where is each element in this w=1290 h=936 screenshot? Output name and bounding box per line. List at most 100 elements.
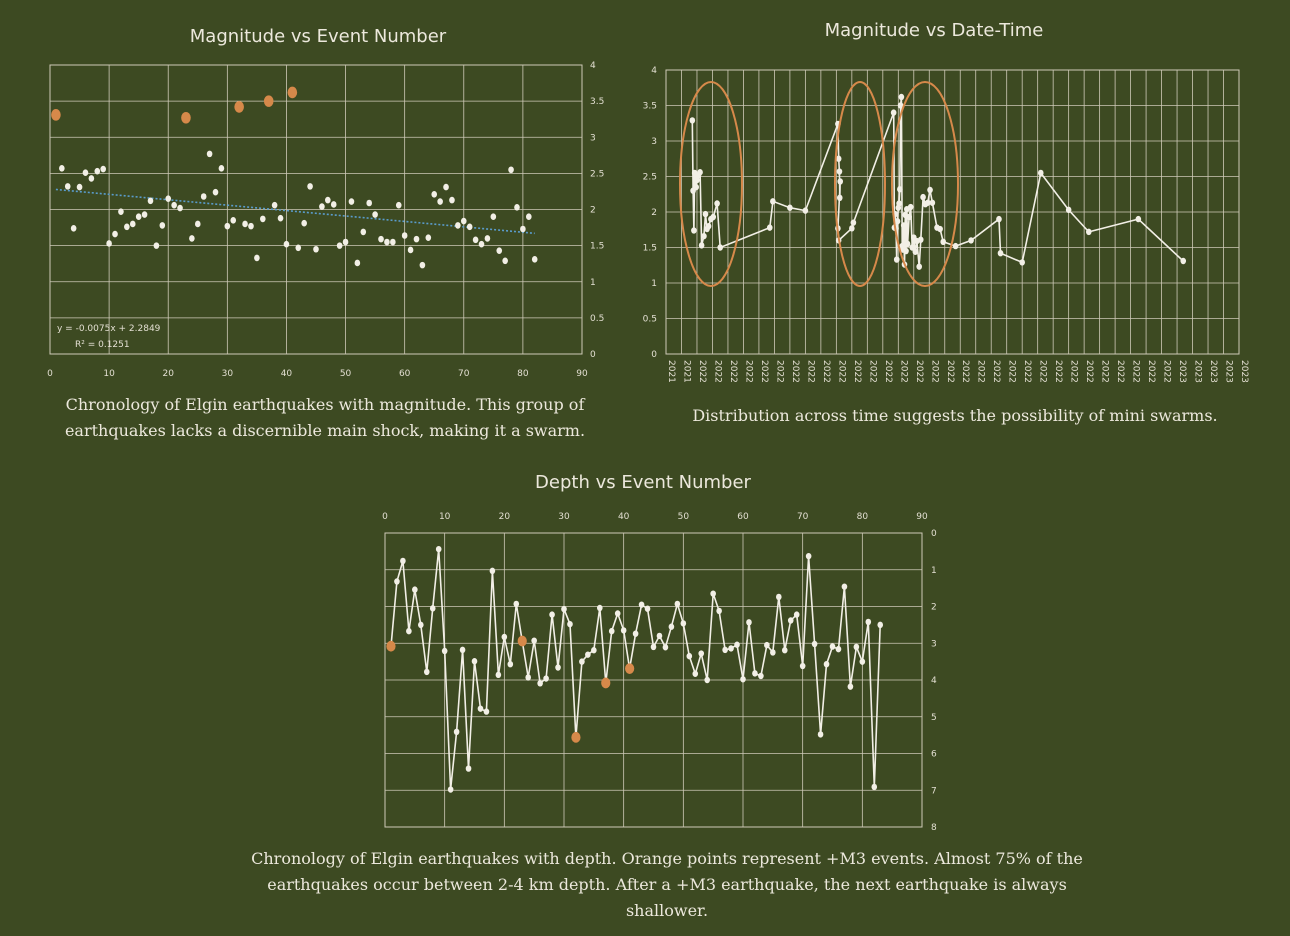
chart1-point [242,220,248,228]
chart3-point [668,623,675,630]
chart1-point [88,175,95,182]
chart1-y-tick: 1.5 [590,242,604,252]
chart3-point [531,637,537,644]
chart1-point [449,196,455,204]
chart1-x-tick: 80 [517,369,529,379]
chart2-point [702,210,709,218]
chart2-x-tick: 2023 [1239,360,1249,383]
chart2-x-tick: 2023 [1177,360,1187,383]
chart2-point [1180,257,1187,265]
chart3-point [561,605,567,613]
chart3-point [465,765,472,772]
chart1-point [437,198,443,205]
chart3-point [525,674,531,681]
chart2-x-tick: 2022 [914,360,924,383]
chart3-point [620,627,627,634]
chart2-point [937,225,943,233]
chart3-point [543,675,549,682]
chart1-point [484,235,491,242]
chart3-point [495,671,502,679]
chart2-y-tick: 0 [651,350,657,360]
chart2-x-tick: 2022 [991,360,1001,383]
chart3-y-tick: 2 [931,603,937,613]
chart1-point [76,183,83,191]
chart2-x-tick: 2022 [1084,360,1094,383]
chart2-x-tick: 2022 [743,360,753,383]
chart3-y-tick: 8 [931,823,937,833]
chart1-point [526,213,532,221]
chart3-point [513,600,520,608]
chart2-x-tick: 2022 [1131,360,1141,383]
chart1-point [112,230,118,238]
chart1-point [141,211,148,218]
chart3-y-tick: 7 [931,786,937,796]
chart1-point [153,242,160,249]
chart3-point [859,658,866,665]
chart2-point [717,244,724,251]
chart2-point [912,248,919,255]
chart1-x-tick: 0 [47,369,53,379]
chart1-point [100,165,106,173]
chart3-point [585,651,591,658]
chart1-point [425,234,432,241]
chart3-point [597,604,603,612]
chart2-point [697,169,703,176]
chart1-point [171,201,177,209]
chart2-y-tick: 3.5 [643,102,657,112]
chart3-point [674,600,681,608]
chart3-point [489,567,496,575]
chart2-x-tick: 2022 [805,360,815,383]
chart1-point [378,235,384,243]
chart1-point [135,213,142,221]
chart1-point [189,235,195,242]
chart1-point [82,169,89,176]
chart3-point [459,646,466,654]
chart3-point [423,668,430,676]
chart1-title: Magnitude vs Event Number [189,26,447,47]
chart2-point [894,218,901,225]
caption-chart3-line2: earthquakes occur between 2-4 km depth. … [267,875,1067,920]
chart3-point [710,590,716,597]
chart3-point [447,786,454,793]
chart3-point [680,620,687,627]
chart1-point [307,183,313,190]
chart3-point [704,676,710,684]
chart2-point [907,203,914,211]
chart1-point [165,195,172,202]
chart1-point-m3 [51,109,61,121]
chart2-y-tick: 2.5 [643,173,657,183]
chart1-point [390,238,396,246]
chart3-y-tick: 0 [931,529,937,539]
chart2-point [997,249,1004,257]
chart2-x-tick: 2022 [697,360,707,383]
chart1-point [490,213,497,221]
chart3-point [829,643,836,650]
chart1-point [147,197,154,205]
chart3-point [614,610,621,617]
chart3-point [793,611,800,618]
chart2-swarm-ellipse [834,81,886,287]
chart1-point [194,220,201,228]
chart3-point [501,633,508,641]
chart2-point [1019,259,1025,266]
chart1-point [330,201,337,208]
chart2-point [903,247,909,255]
chart3-title: Depth vs Event Number [535,472,751,493]
chart3-point [877,621,884,629]
chart2-x-tick: 2022 [1100,360,1110,383]
chart3-point [567,620,573,628]
chart1-y-tick: 2.5 [590,169,604,179]
chart1-point-m3 [181,111,191,124]
chart3-point [853,643,860,651]
chart1-point [224,222,231,230]
chart2-x-tick: 2023 [1193,360,1203,383]
chart1-point [336,242,343,249]
chart2-x-tick: 2022 [1115,360,1125,383]
chart2-point [898,93,905,101]
chart1-point [295,244,302,252]
chart3-point-m3 [517,635,527,647]
caption-chart2-line1: Distribution across time suggests the po… [692,406,1218,425]
chart2-point [714,200,720,207]
